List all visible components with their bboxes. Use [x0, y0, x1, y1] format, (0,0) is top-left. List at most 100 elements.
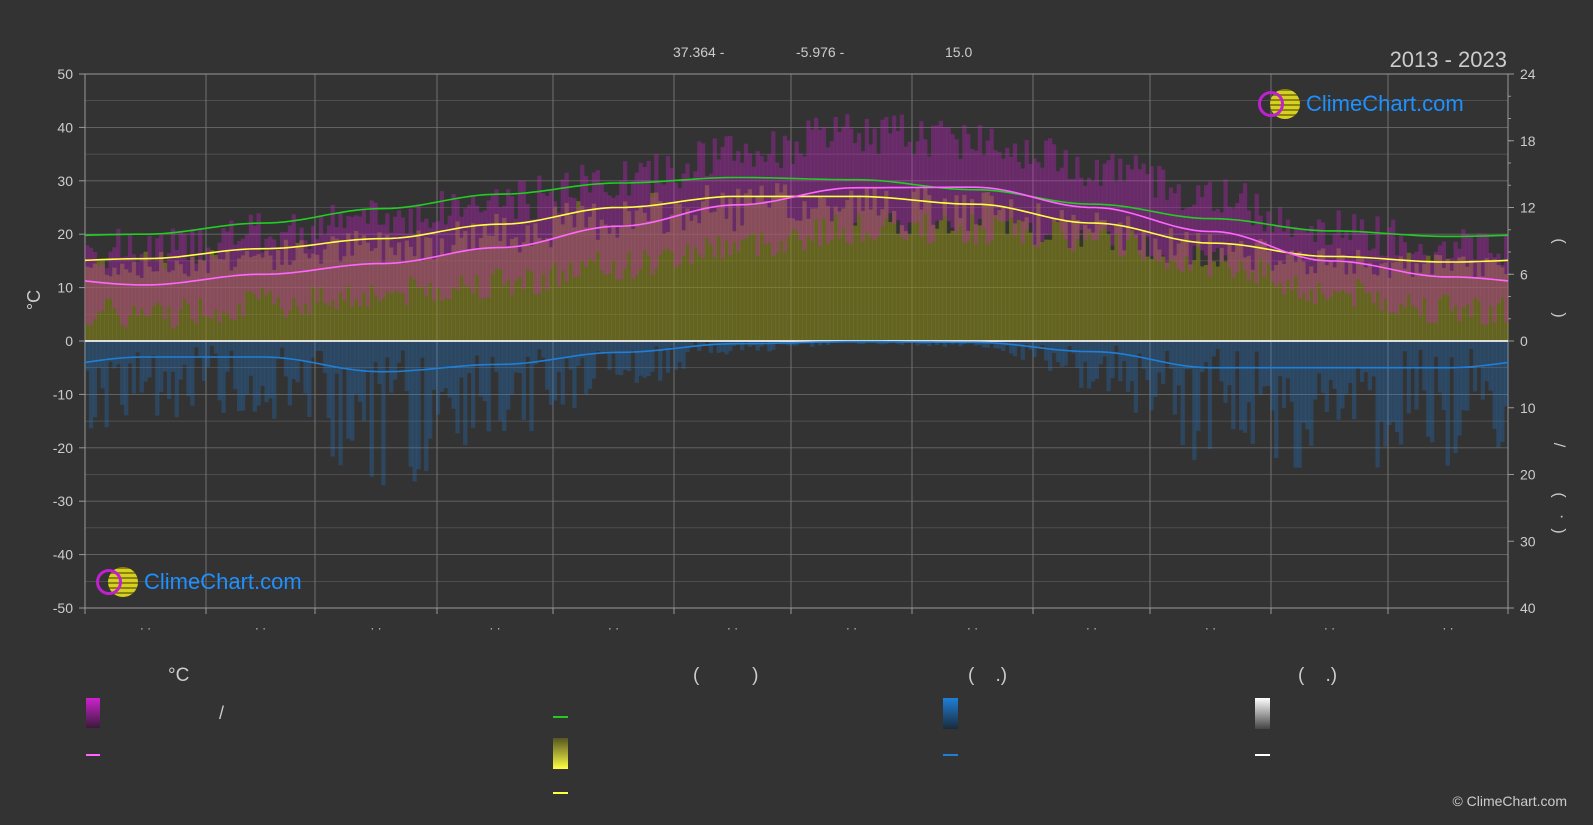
precip-bar — [1274, 341, 1279, 459]
sunshine-bar — [1055, 221, 1061, 341]
precip-bar — [1192, 341, 1197, 461]
longitude: -5.976 - — [796, 44, 845, 60]
precip-bar — [1379, 341, 1384, 422]
temp-range-bar — [845, 114, 850, 243]
precip-bar — [451, 341, 456, 409]
precip-bar — [1480, 341, 1486, 400]
temp-range-bar — [494, 189, 499, 269]
temp-range-bar — [837, 131, 842, 238]
temp-range-bar — [521, 180, 526, 290]
x-tick-label: · · — [1205, 621, 1216, 635]
temp-range-bar — [334, 226, 339, 310]
sunshine-bar — [973, 224, 979, 341]
precip-bar — [435, 341, 441, 415]
sunshine-bar — [1122, 250, 1127, 341]
precip-bar — [1094, 341, 1100, 379]
temp-range-bar — [1168, 187, 1174, 260]
precip-bar — [1449, 341, 1454, 358]
precip-bar — [1012, 341, 1018, 357]
sunshine-bar — [1137, 250, 1142, 341]
temp-range-bar — [548, 191, 554, 270]
sunshine-bar — [580, 205, 585, 341]
temp-range-bar — [412, 236, 417, 281]
temp-range-bar — [326, 225, 332, 307]
sunshine-bar — [537, 237, 542, 341]
sunshine-bar — [693, 215, 698, 341]
temp-range-bar — [127, 233, 133, 316]
temp-range-bar — [564, 172, 569, 282]
precip-bar — [1324, 341, 1330, 412]
precip-bar — [1254, 341, 1259, 352]
temp-range-bar — [853, 143, 858, 223]
precip-bar — [392, 341, 398, 380]
sunshine-bar — [977, 225, 983, 341]
sunshine-bar — [1098, 220, 1103, 341]
sunshine-bar — [888, 222, 893, 341]
precip-bar — [143, 341, 148, 382]
sunshine-bar — [198, 259, 203, 341]
sunshine-bar — [1277, 260, 1283, 341]
temp-range-bar — [767, 154, 772, 244]
sunshine-bar — [626, 211, 632, 341]
sunshine-bar — [825, 206, 831, 341]
precip-bar — [1149, 341, 1154, 411]
temp-range-bar — [537, 175, 542, 294]
temp-range-bar — [443, 224, 448, 299]
precip-bar — [463, 341, 468, 446]
sunshine-bar — [1309, 266, 1314, 341]
precip-bar — [1289, 341, 1294, 402]
temp-range-bar — [669, 168, 675, 252]
precip-bar — [533, 341, 538, 365]
temp-range-bar — [591, 172, 597, 262]
temp-range-bar — [424, 218, 429, 297]
temp-range-bar — [1242, 183, 1248, 271]
sunshine-bar — [1133, 235, 1139, 341]
sunshine-bar — [708, 212, 714, 341]
temp-range-bar — [1203, 185, 1209, 256]
precip-bar — [521, 341, 526, 420]
temp-range-bar — [178, 230, 183, 310]
temp-range-bar — [209, 256, 215, 319]
temp-range-bar — [295, 244, 300, 307]
precip-bar — [139, 341, 144, 393]
temp-range-bar — [1172, 193, 1178, 263]
temp-range-bar — [689, 178, 694, 265]
sunshine-bar — [1488, 259, 1493, 341]
sunshine-bar — [841, 208, 846, 341]
temp-range-bar — [1106, 160, 1111, 232]
sunshine-bar — [763, 201, 768, 341]
sunshine-bar — [771, 195, 776, 341]
sunshine-bar — [1079, 246, 1084, 341]
sunshine-bar — [529, 245, 534, 341]
precip-bar — [88, 341, 94, 429]
precip-bar — [1079, 341, 1084, 388]
precip-bar — [1426, 341, 1431, 437]
temp-range-bar — [931, 125, 936, 242]
legend-sunshine-line — [553, 792, 568, 794]
precip-bar — [248, 341, 254, 376]
sunshine-bar — [474, 250, 480, 341]
temp-range-bar — [1028, 163, 1033, 223]
temp-range-bar — [603, 192, 608, 275]
legend-snow-swatch — [1255, 698, 1270, 729]
temp-range-bar — [1324, 244, 1330, 301]
sunshine-bar — [252, 255, 257, 341]
sunshine-bar — [174, 260, 179, 341]
precip-bar — [681, 341, 686, 369]
sunshine-bar — [1258, 239, 1263, 341]
temp-range-bar — [1387, 227, 1392, 314]
temp-range-bar — [814, 117, 819, 220]
precip-bar — [1219, 341, 1224, 382]
sunshine-bar — [162, 262, 168, 341]
sunshine-bar — [229, 270, 234, 341]
temp-range-bar — [623, 161, 628, 270]
temp-range-bar — [1414, 251, 1419, 308]
temp-range-bar — [392, 216, 398, 291]
sunshine-bar — [1040, 241, 1045, 341]
sunshine-bar — [1437, 255, 1443, 341]
sunshine-bar — [513, 237, 519, 341]
temp-range-bar — [506, 189, 511, 280]
temp-range-bar — [704, 176, 710, 238]
precip-bar — [556, 341, 562, 372]
sunshine-bar — [112, 267, 117, 341]
